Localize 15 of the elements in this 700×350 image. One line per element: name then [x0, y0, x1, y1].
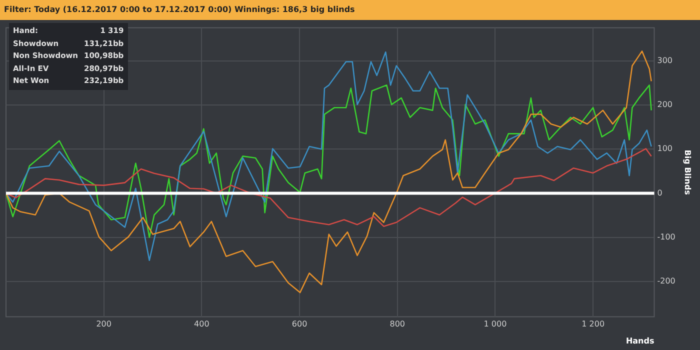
x-tick-label: 800 — [390, 320, 406, 329]
y-tick-label: 300 — [657, 56, 673, 65]
x-axis-title: Hands — [626, 336, 654, 346]
y-tick-label: -100 — [657, 232, 676, 242]
x-tick-label: 200 — [96, 320, 112, 329]
chart-title: Filter: Today (16.12.2017 0:00 to 17.12.2017 0:00) Winnings: 186,3 big blinds — [0, 0, 700, 20]
x-tick-label: 1 200 — [582, 320, 605, 329]
y-axis-title: Big Blinds — [683, 150, 692, 196]
y-tick-label: 200 — [657, 100, 673, 110]
y-tick-label: -200 — [657, 276, 676, 286]
y-tick-label: 100 — [657, 144, 673, 154]
y-tick-label: 0 — [657, 188, 662, 198]
x-tick-label: 600 — [292, 320, 308, 329]
x-tick-label: 400 — [194, 320, 210, 329]
x-tick-label: 1 000 — [484, 320, 507, 329]
